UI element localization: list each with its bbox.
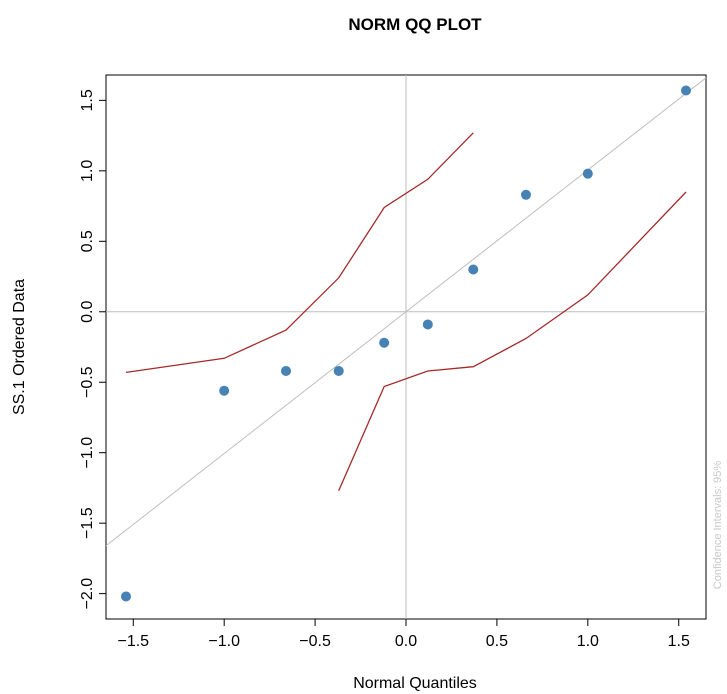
y-tick-label: 0.0 xyxy=(79,301,96,323)
confidence-band-upper xyxy=(125,132,474,374)
data-point xyxy=(333,365,344,376)
data-point xyxy=(582,168,593,179)
y-tick-label: −1.5 xyxy=(79,507,96,539)
data-point xyxy=(468,264,479,275)
x-tick-label: −1.5 xyxy=(117,633,149,650)
chart-title: NORM QQ PLOT xyxy=(348,15,482,34)
data-point xyxy=(422,319,433,330)
data-points xyxy=(121,85,691,602)
confidence-band-lower xyxy=(338,191,687,492)
data-point xyxy=(219,385,230,396)
x-tick-label: −1.0 xyxy=(208,633,240,650)
data-point xyxy=(379,337,390,348)
y-tick-label: −2.0 xyxy=(79,578,96,610)
data-point xyxy=(121,591,131,602)
data-point xyxy=(681,85,691,96)
y-axis-label: SS.1 Ordered Data xyxy=(11,279,28,415)
x-tick-label: 1.0 xyxy=(577,633,599,650)
y-tick-label: 1.0 xyxy=(79,160,96,182)
y-axis: −2.0 −1.5 −1.0 −0.5 0.0 0.5 1.0 1.5 xyxy=(79,89,106,609)
confidence-note: Confidence Intervals: 95% xyxy=(712,461,724,590)
x-tick-label: 1.5 xyxy=(668,633,690,650)
data-point xyxy=(281,365,291,376)
reference-lines xyxy=(105,75,707,619)
data-point xyxy=(521,189,531,200)
x-axis-label: Normal Quantiles xyxy=(353,675,477,692)
confidence-band xyxy=(125,132,687,492)
y-tick-label: −0.5 xyxy=(79,366,96,398)
qq-reference-line xyxy=(105,77,707,547)
y-tick-label: 0.5 xyxy=(79,230,96,252)
y-tick-label: −1.0 xyxy=(79,437,96,469)
x-axis: −1.5 −1.0 −0.5 0.0 0.5 1.0 1.5 xyxy=(117,619,690,650)
x-tick-label: 0.5 xyxy=(486,633,508,650)
x-tick-label: 0.0 xyxy=(395,633,417,650)
x-tick-label: −0.5 xyxy=(299,633,331,650)
y-tick-label: 1.5 xyxy=(79,89,96,111)
